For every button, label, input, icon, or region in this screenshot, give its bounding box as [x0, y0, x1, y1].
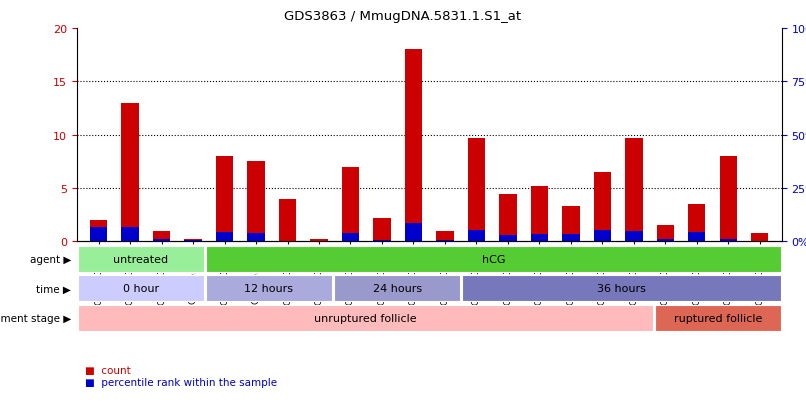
Bar — [122, 103, 139, 242]
Bar — [77, 246, 204, 272]
Bar — [436, 240, 454, 242]
Bar — [625, 138, 642, 242]
Bar — [751, 233, 768, 242]
Bar — [405, 223, 422, 242]
Bar — [654, 306, 781, 331]
Text: time ▶: time ▶ — [36, 284, 71, 294]
Bar — [563, 234, 580, 242]
Bar — [310, 240, 328, 242]
Bar — [373, 241, 391, 242]
Bar — [153, 240, 170, 242]
Bar — [90, 228, 107, 242]
Text: GDS3863 / MmugDNA.5831.1.S1_at: GDS3863 / MmugDNA.5831.1.S1_at — [285, 10, 521, 23]
Bar — [499, 236, 517, 242]
Bar — [688, 204, 705, 242]
Text: development stage ▶: development stage ▶ — [0, 313, 71, 323]
Bar — [436, 231, 454, 242]
Bar — [77, 306, 653, 331]
Text: 36 hours: 36 hours — [597, 284, 646, 294]
Text: ruptured follicle: ruptured follicle — [674, 313, 762, 323]
Text: ■  percentile rank within the sample: ■ percentile rank within the sample — [85, 377, 276, 387]
Text: 12 hours: 12 hours — [244, 284, 293, 294]
Bar — [751, 241, 768, 242]
Bar — [499, 195, 517, 242]
Bar — [279, 199, 296, 242]
Bar — [657, 240, 674, 242]
Text: untreated: untreated — [113, 254, 168, 264]
Bar — [334, 276, 460, 301]
Bar — [530, 186, 548, 242]
Bar — [122, 228, 139, 242]
Text: agent ▶: agent ▶ — [30, 254, 71, 264]
Bar — [90, 221, 107, 242]
Bar — [688, 232, 705, 242]
Text: hCG: hCG — [481, 254, 505, 264]
Bar — [216, 232, 233, 242]
Bar — [563, 206, 580, 242]
Bar — [720, 157, 737, 242]
Bar — [530, 235, 548, 242]
Text: 0 hour: 0 hour — [123, 284, 159, 294]
Bar — [405, 50, 422, 242]
Bar — [657, 225, 674, 242]
Text: unruptured follicle: unruptured follicle — [314, 313, 417, 323]
Bar — [594, 230, 611, 242]
Bar — [467, 230, 485, 242]
Bar — [310, 241, 328, 242]
Bar — [206, 246, 781, 272]
Bar — [342, 233, 359, 242]
Text: ■  count: ■ count — [85, 365, 131, 375]
Bar — [467, 138, 485, 242]
Bar — [247, 233, 264, 242]
Bar — [185, 240, 202, 242]
Bar — [462, 276, 781, 301]
Bar — [153, 231, 170, 242]
Bar — [720, 240, 737, 242]
Bar — [77, 276, 204, 301]
Bar — [206, 276, 332, 301]
Bar — [625, 231, 642, 242]
Bar — [373, 218, 391, 242]
Bar — [247, 162, 264, 242]
Text: 24 hours: 24 hours — [372, 284, 422, 294]
Bar — [342, 167, 359, 242]
Bar — [594, 173, 611, 242]
Bar — [185, 240, 202, 242]
Bar — [279, 241, 296, 242]
Bar — [216, 157, 233, 242]
